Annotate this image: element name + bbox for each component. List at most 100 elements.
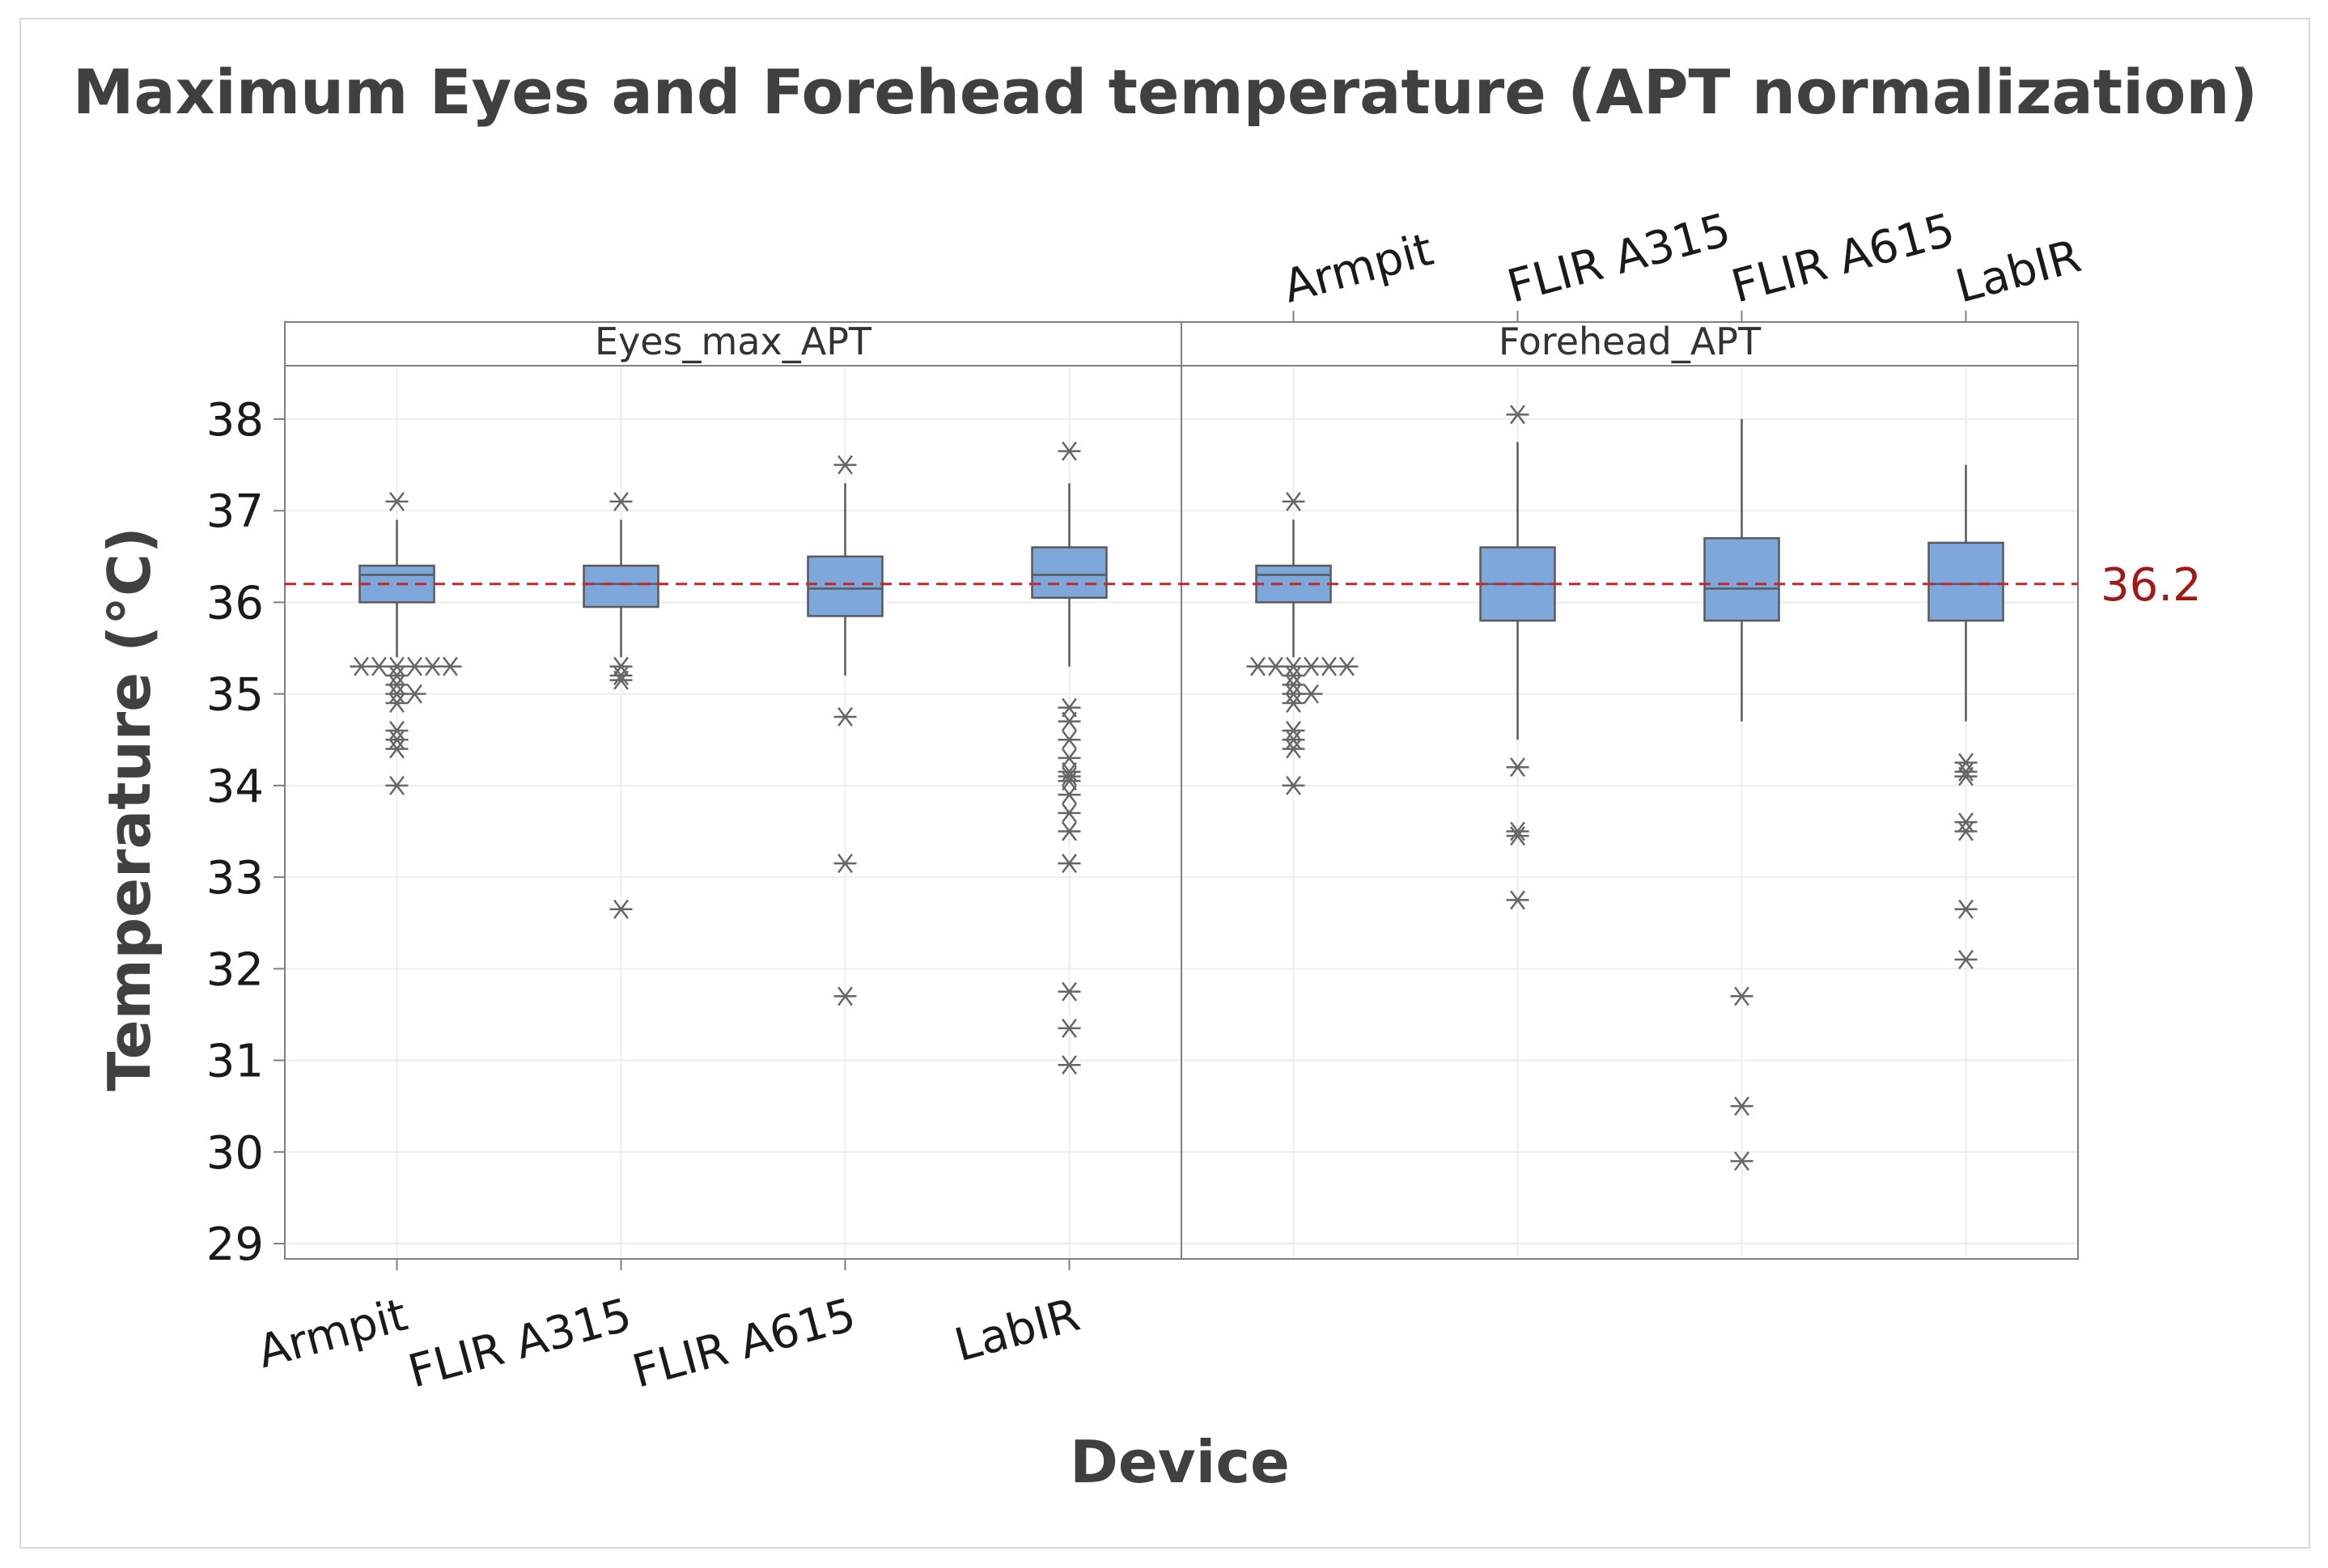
outlier-point xyxy=(1506,890,1529,910)
outlier-stroke xyxy=(1062,803,1077,823)
outlier-stroke xyxy=(1510,890,1525,910)
outlier-point xyxy=(385,739,409,759)
y-tick-label: 38 xyxy=(206,394,264,447)
outlier-stroke xyxy=(1958,761,1974,782)
outlier-point xyxy=(609,899,633,919)
outlier-stroke xyxy=(1510,757,1525,778)
outlier-stroke xyxy=(389,656,405,676)
outlier-point xyxy=(385,693,409,713)
outlier-point xyxy=(385,721,409,740)
outlier-stroke xyxy=(1062,785,1077,805)
outlier-point xyxy=(609,491,633,511)
outlier-stroke xyxy=(1304,656,1319,676)
outlier-point xyxy=(833,455,857,475)
outlier-point xyxy=(1300,684,1323,704)
chart-frame xyxy=(19,18,2310,1549)
outlier-point xyxy=(403,684,426,704)
iqr-box xyxy=(1927,541,2004,622)
x-tick-label-top: FLIR A615 xyxy=(1726,204,1960,314)
outlier-stroke xyxy=(1062,766,1077,786)
outlier-point xyxy=(1730,986,1753,1006)
outlier-stroke xyxy=(1734,986,1749,1006)
outlier-stroke xyxy=(1321,656,1337,676)
outlier-point xyxy=(1058,1055,1081,1075)
box-labir xyxy=(1031,441,1108,1075)
outlier-point xyxy=(1058,1018,1081,1038)
outlier-stroke xyxy=(389,675,405,695)
iqr-box xyxy=(1031,546,1108,600)
outlier-point xyxy=(1058,803,1081,823)
reference-line-label: 36.2 xyxy=(2101,559,2202,612)
outlier-point xyxy=(833,986,857,1006)
y-tick-label: 37 xyxy=(206,485,264,538)
outlier-stroke xyxy=(1958,950,1974,969)
outlier-point xyxy=(385,666,409,685)
outlier-point xyxy=(385,491,409,511)
x-tick-label-top: Armpit xyxy=(1278,223,1438,313)
outlier-stroke xyxy=(613,670,629,690)
outlier-point xyxy=(1282,775,1305,795)
outlier-point xyxy=(833,707,857,727)
y-tick-label: 35 xyxy=(206,669,264,722)
outlier-point xyxy=(439,656,462,676)
outlier-stroke xyxy=(1286,491,1301,511)
outlier-point xyxy=(1246,656,1270,676)
outlier-point xyxy=(1058,981,1081,1002)
outlier-point xyxy=(1282,491,1305,511)
iqr-box xyxy=(1703,536,1780,622)
y-axis-title: Temperature (°C) xyxy=(95,527,163,1091)
outlier-point xyxy=(609,670,633,690)
outlier-stroke xyxy=(1286,656,1301,676)
outlier-stroke xyxy=(1062,1018,1077,1038)
iqr-box xyxy=(807,555,884,617)
outlier-point xyxy=(1506,826,1529,846)
outlier-point xyxy=(385,730,409,750)
outlier-point xyxy=(1282,721,1305,740)
x-tick-label-top: FLIR A315 xyxy=(1502,204,1736,314)
outlier-point xyxy=(1506,757,1529,778)
outlier-stroke xyxy=(1958,899,1974,919)
outlier-stroke xyxy=(837,455,853,475)
outlier-stroke xyxy=(1734,1151,1749,1172)
y-tick-label: 31 xyxy=(206,1036,264,1088)
box-flir-a615 xyxy=(807,455,884,1006)
x-tick-label: LabIR xyxy=(949,1289,1085,1372)
outlier-point xyxy=(1954,821,1978,841)
box-labir xyxy=(1927,464,2004,969)
outlier-point xyxy=(1730,1096,1753,1117)
outlier-stroke xyxy=(425,656,440,676)
outlier-stroke xyxy=(1062,711,1077,731)
outlier-stroke xyxy=(389,721,405,740)
outlier-point xyxy=(1954,950,1978,969)
outlier-stroke xyxy=(407,656,422,676)
outlier-stroke xyxy=(1268,656,1283,676)
outlier-point xyxy=(1058,821,1081,841)
outlier-point xyxy=(1058,730,1081,750)
outlier-stroke xyxy=(1286,666,1301,685)
y-tick-label: 29 xyxy=(206,1218,264,1271)
outlier-stroke xyxy=(1286,684,1301,704)
outlier-point xyxy=(385,675,409,695)
outlier-point xyxy=(1058,766,1081,786)
panel-label: Eyes_max_APT xyxy=(595,320,872,363)
outlier-stroke xyxy=(1286,721,1301,740)
panel-label: Forehead_APT xyxy=(1499,320,1762,363)
outlier-stroke xyxy=(1062,761,1077,782)
outlier-point xyxy=(1954,766,1978,786)
outlier-point xyxy=(1282,675,1305,695)
outlier-stroke xyxy=(1958,812,1974,833)
y-tick-label: 30 xyxy=(206,1127,264,1180)
outlier-stroke xyxy=(389,693,405,713)
outlier-point xyxy=(1954,761,1978,782)
outlier-point xyxy=(1954,899,1978,919)
outlier-point xyxy=(1058,854,1081,874)
outlier-stroke xyxy=(389,684,405,704)
outlier-stroke xyxy=(407,684,422,704)
outlier-stroke xyxy=(389,666,405,685)
outlier-stroke xyxy=(1510,826,1525,846)
outlier-stroke xyxy=(1286,775,1301,795)
outlier-stroke xyxy=(1062,821,1077,841)
x-tick-label: Armpit xyxy=(252,1289,413,1379)
outlier-stroke xyxy=(389,730,405,750)
